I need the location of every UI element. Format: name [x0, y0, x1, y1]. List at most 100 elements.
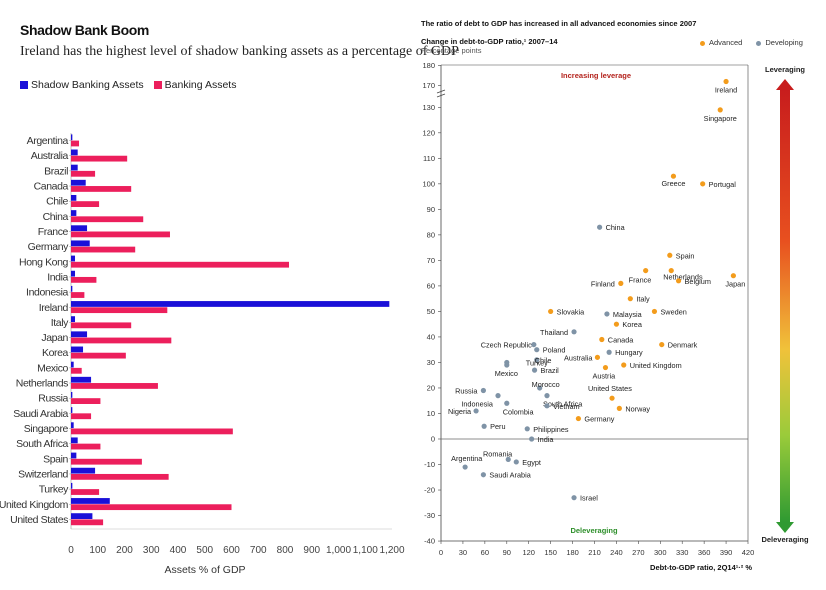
point-malaysia	[604, 311, 610, 317]
point-greece	[670, 173, 677, 179]
point-label-mexico: Mexico	[495, 369, 518, 378]
point-label-brazil: Brazil	[541, 366, 560, 375]
bar-banking-assets-india	[71, 276, 97, 283]
point-italy	[627, 296, 633, 302]
y-tick-label: 90	[427, 205, 435, 214]
y-tick-label: 180	[422, 61, 435, 70]
bar-banking-assets-canada	[71, 186, 132, 192]
point-nigeria	[473, 408, 479, 414]
bar-banking-assets-russia	[71, 398, 101, 404]
y-tick-label: 80	[427, 230, 435, 239]
point-ireland	[723, 78, 729, 85]
point-france	[643, 267, 649, 274]
bar-shadow-banking-assets-france	[71, 225, 88, 232]
point-label-japan: Japan	[725, 280, 745, 289]
bar-shadow-banking-assets-korea	[71, 346, 84, 353]
bar-shadow-banking-assets-argentina	[71, 134, 73, 141]
legend-swatch-banking	[153, 81, 162, 89]
y-tick-label: Russia	[38, 393, 68, 405]
x-tick-label: 30	[459, 548, 467, 557]
point-label-belgium: Belgium	[685, 277, 711, 286]
y-tick-label: Argentina	[27, 135, 69, 147]
bar-shadow-banking-assets-mexico	[71, 361, 74, 368]
y-tick-label: Australia	[31, 150, 69, 162]
point-label-denmark: Denmark	[668, 341, 698, 350]
bar-shadow-banking-assets-hong-kong	[71, 255, 76, 262]
x-tick-label: 200	[116, 545, 133, 556]
point-morocco	[537, 385, 543, 391]
bar-banking-assets-mexico	[71, 367, 82, 374]
y-tick-label: Switzerland	[18, 468, 68, 480]
y-tick-label: Mexico	[37, 362, 68, 374]
point-singapore	[717, 107, 723, 113]
x-tick-label: 0	[439, 548, 443, 557]
y-tick-label: 120	[422, 128, 435, 137]
point-china	[597, 224, 603, 230]
legend-label-developing: Developing	[765, 38, 803, 47]
point-label-czech-republic: Czech Republic	[481, 341, 532, 350]
point-indonesia	[495, 393, 501, 399]
point-united-kingdom	[621, 362, 627, 368]
point-portugal	[700, 181, 706, 187]
bar-shadow-banking-assets-singapore	[71, 422, 74, 429]
y-tick-label: France	[38, 226, 69, 238]
y-tick-label: 100	[422, 179, 435, 188]
point-label-greece: Greece	[661, 179, 685, 188]
point-israel	[571, 495, 577, 501]
y-tick-label: Saudi Arabia	[13, 408, 68, 420]
point-australia	[594, 354, 601, 360]
y-tick-label: South Africa	[16, 438, 68, 450]
point-romania	[505, 456, 511, 463]
bar-banking-assets-netherlands	[71, 383, 158, 389]
right-chart-title: The ratio of debt to GDP has increased i…	[421, 19, 697, 28]
point-south-africa	[544, 393, 550, 399]
bar-shadow-banking-assets-spain	[71, 452, 77, 459]
x-tick-label: 800	[277, 545, 294, 556]
x-tick-label: 700	[250, 545, 267, 556]
bar-banking-assets-germany	[71, 246, 136, 253]
point-label-chile: Chile	[535, 356, 552, 365]
point-korea	[613, 321, 620, 327]
bar-shadow-banking-assets-ireland	[71, 301, 390, 307]
point-label-austria: Austria	[592, 372, 616, 381]
bar-shadow-banking-assets-chile	[71, 194, 77, 201]
bar-banking-assets-turkey	[71, 489, 100, 495]
point-label-argentina: Argentina	[451, 454, 483, 463]
point-label-norway: Norway	[625, 404, 650, 413]
x-tick-label: 150	[544, 548, 557, 557]
point-finland	[618, 280, 624, 286]
point-netherlands	[668, 267, 674, 274]
leverage-gradient-bar	[780, 90, 790, 522]
x-tick-label: 900	[303, 545, 320, 556]
left-chart-title: Shadow Bank Boom	[20, 22, 149, 38]
y-tick-label: Italy	[51, 317, 69, 329]
x-axis-title: Assets % of GDP	[164, 564, 245, 576]
point-germany	[575, 415, 582, 422]
point-label-finland: Finland	[591, 279, 615, 288]
point-sweden	[651, 308, 658, 315]
x-tick-label: 1,100	[353, 545, 378, 556]
x-tick-label: 400	[170, 545, 187, 556]
point-thailand	[571, 329, 577, 335]
bar-banking-assets-italy	[71, 322, 132, 329]
legend-shadow-banking: Shadow Banking Assets	[20, 79, 144, 91]
point-label-hungary: Hungary	[615, 348, 643, 357]
y-tick-label: -20	[424, 486, 435, 495]
bar-shadow-banking-assets-united-kingdom	[71, 498, 110, 504]
point-chile	[534, 357, 540, 363]
bar-banking-assets-south-africa	[71, 443, 101, 450]
point-label-colombia: Colombia	[503, 407, 535, 416]
point-label-australia: Australia	[564, 353, 593, 362]
bar-shadow-banking-assets-canada	[71, 179, 86, 186]
point-label-poland: Poland	[543, 346, 566, 355]
y-tick-label: 170	[422, 81, 435, 90]
bar-shadow-banking-assets-russia	[71, 391, 73, 398]
point-hungary	[606, 349, 612, 355]
legend-advanced: Advanced	[700, 38, 742, 47]
x-tick-label: 300	[654, 548, 667, 557]
point-label-korea: Korea	[622, 320, 642, 329]
point-label-malaysia: Malaysia	[613, 310, 643, 319]
point-label-vietnam: Vietnam	[553, 402, 580, 411]
bar-shadow-banking-assets-switzerland	[71, 467, 96, 474]
point-label-israel: Israel	[580, 494, 598, 503]
